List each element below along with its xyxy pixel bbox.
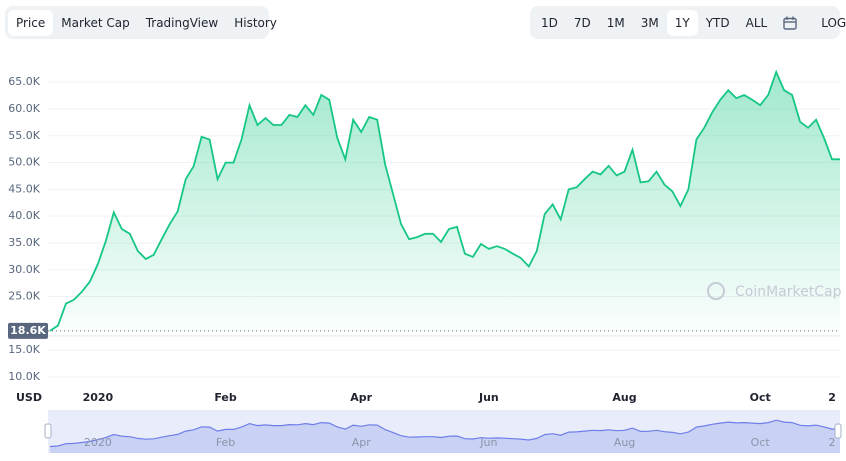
- y-tick-label: 45.0K: [8, 182, 40, 195]
- range-button[interactable]: 1Y: [666, 9, 698, 36]
- navigator-handle: [834, 423, 842, 439]
- plot: 18.6K: [8, 69, 840, 339]
- currency: USD: [16, 391, 42, 404]
- calendar-icon: [783, 16, 797, 30]
- price-line: [49, 69, 840, 332]
- tab[interactable]: Price: [8, 9, 54, 36]
- navigator-label: Jun: [479, 436, 497, 449]
- range-group: 1D 7D 1M 3M 1Y YTD ALL LOG: [530, 6, 846, 39]
- range-button[interactable]: 7D: [573, 15, 591, 30]
- y-tick-label: 25.0K: [8, 290, 40, 303]
- tab[interactable]: TradingView: [145, 15, 219, 30]
- x-tick-label: Feb: [214, 391, 237, 404]
- tab-group: Price Market Cap TradingView History: [5, 6, 277, 39]
- range-button[interactable]: 3M: [640, 15, 659, 30]
- y-tick-label: 55.0K: [8, 129, 40, 142]
- x-tick-label: Oct: [750, 391, 771, 404]
- navigator-label: Aug: [614, 436, 635, 449]
- y-tick-label: 50.0K: [8, 156, 40, 169]
- x-tick-label: 2020: [83, 391, 114, 404]
- range-button[interactable]: YTD: [705, 15, 730, 30]
- navigator-handle: [44, 423, 52, 439]
- navigator-label: 2: [829, 436, 836, 449]
- navigator-area: [50, 420, 840, 453]
- area: [50, 72, 840, 331]
- y-tick-label: 60.0K: [8, 102, 40, 115]
- navigator-line: [49, 419, 840, 448]
- x-tick-label: 2: [828, 391, 836, 404]
- current-price-label: 18.6K: [10, 324, 46, 337]
- current-price-box: [8, 322, 48, 339]
- y-tick-label: 35.0K: [8, 236, 40, 249]
- y-tick-label: 15.0K: [8, 343, 40, 356]
- x-tick-label: Aug: [612, 391, 636, 404]
- watermark-logo: [707, 282, 725, 300]
- y-tick-label: 40.0K: [8, 209, 40, 222]
- calendar-button[interactable]: [775, 10, 805, 36]
- navigator-label: Apr: [352, 436, 372, 449]
- tab[interactable]: Market Cap: [61, 15, 130, 30]
- y-tick-label: 30.0K: [8, 263, 40, 276]
- range-button[interactable]: ALL: [745, 15, 768, 30]
- range-button[interactable]: 1M: [606, 15, 625, 30]
- x-tick-label: Jun: [478, 391, 499, 404]
- log-button[interactable]: LOG: [821, 15, 846, 30]
- range-button[interactable]: 1D: [541, 15, 558, 30]
- watermark: CoinMarketCap: [735, 284, 842, 300]
- x-tick-label: Apr: [350, 391, 372, 404]
- y-tick-label: 65.0K: [8, 75, 40, 88]
- y-tick-label: 10.0K: [8, 370, 40, 383]
- navigator-label: Feb: [216, 436, 235, 449]
- navigator-series: [44, 419, 842, 453]
- tab[interactable]: History: [234, 15, 277, 30]
- navigator-label: Oct: [751, 436, 771, 449]
- navigator-label: 2020: [84, 436, 112, 449]
